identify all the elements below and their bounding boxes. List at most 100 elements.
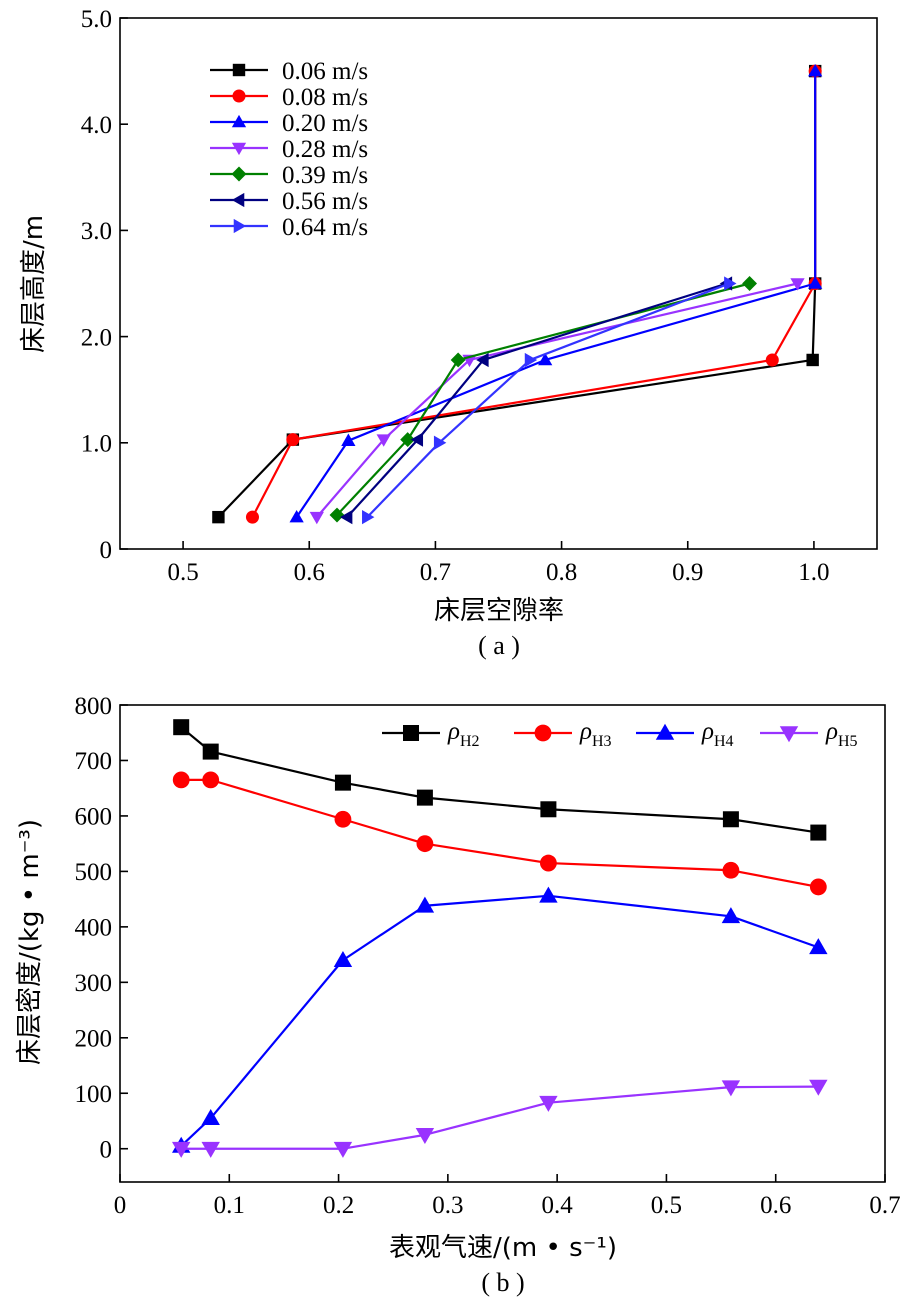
chart-b-point-h5	[172, 1141, 191, 1158]
chart-a-caption: ( a )	[478, 631, 520, 660]
chart-b-legend-label: ρH4	[701, 718, 734, 750]
chart-b-y-tick-label: 100	[75, 1081, 113, 1108]
chart-a-series-0-20-m-s	[289, 63, 823, 523]
chart-b: 0 0.1 0.2 0.3 0.4 0.5 0.6 0.7 0 100 200 300 400 500 6…	[15, 693, 901, 1297]
chart-a-plot-frame	[119, 17, 878, 550]
chart-a-legend-swatch-marker	[231, 142, 247, 156]
chart-a-legend-label: 0.28 m/s	[282, 136, 368, 163]
chart-a-point-0-64-m-s	[362, 510, 375, 525]
chart-b-point-h2	[334, 774, 351, 791]
chart-b-point-h2	[202, 743, 219, 760]
chart-a-point-0-20-m-s	[289, 510, 304, 523]
chart-b-point-h2	[810, 824, 827, 841]
chart-b-point-h4	[539, 886, 558, 903]
chart-a-legend-swatch-marker	[232, 63, 246, 77]
chart-a-legend: 0.06 m/s0.08 m/s0.20 m/s0.28 m/s0.39 m/s…	[210, 58, 368, 241]
chart-b-point-h4	[415, 896, 435, 913]
chart-a-y-tick-label: 2.0	[81, 324, 112, 351]
chart-a: 0.5 0.6 0.7 0.8 0.9 1.0 0 1.0 2.0 3.0 4.0 5.0 0.06…	[19, 6, 878, 660]
chart-a-point-0-56-m-s	[410, 432, 424, 447]
chart-b-legend-label-subscript: H4	[714, 733, 734, 750]
chart-a-point-0-06-m-s	[806, 353, 819, 367]
chart-a-point-0-28-m-s	[309, 511, 324, 525]
chart-a-point-0-39-m-s	[742, 276, 758, 291]
chart-a-x-tick-label: 0.6	[294, 559, 325, 586]
chart-a-point-0-28-m-s	[376, 434, 391, 447]
chart-b-caption: ( b )	[481, 1268, 524, 1297]
chart-b-y-axis-label: 床层密度/(kg • m⁻³)	[15, 819, 45, 1065]
chart-a-legend-label: 0.06 m/s	[282, 58, 368, 85]
chart-b-point-h5	[809, 1079, 828, 1096]
chart-a-point-0-39-m-s	[450, 352, 466, 368]
chart-a-legend-swatch-marker	[232, 89, 246, 103]
chart-a-legend-entry-0-64-m-s: 0.64 m/s	[210, 214, 368, 241]
chart-a-legend-entry-0-39-m-s: 0.39 m/s	[210, 162, 368, 189]
chart-b-legend-entry-h3: ρH3	[514, 718, 612, 750]
chart-b-legend-label: ρH2	[447, 718, 480, 750]
chart-a-point-0-20-m-s	[538, 352, 553, 366]
chart-a-point-0-39-m-s	[329, 507, 345, 523]
chart-a-x-tick-label: 0.8	[546, 559, 577, 586]
chart-a-legend-entry-0-56-m-s: 0.56 m/s	[210, 188, 368, 215]
chart-b-legend-swatch-marker	[655, 723, 675, 740]
chart-a-series-0-28-m-s	[309, 278, 805, 525]
chart-b-legend-label-subscript: H5	[838, 733, 858, 750]
chart-b-point-h4	[721, 907, 741, 924]
chart-a-legend-label: 0.08 m/s	[282, 84, 368, 111]
chart-a-line-0-64-m-s	[366, 282, 730, 518]
chart-b-y-tick-label: 800	[75, 693, 113, 720]
chart-b-legend-swatch-marker	[534, 724, 552, 742]
chart-b-x-tick-label: 0.2	[323, 1192, 354, 1219]
chart-b-x-tick-label: 0.3	[432, 1192, 463, 1219]
chart-b-series-h4	[172, 886, 828, 1153]
chart-b-x-tick-label: 0.5	[651, 1192, 682, 1219]
chart-a-point-0-39-m-s	[400, 432, 416, 448]
chart-b-point-h4	[201, 1109, 220, 1126]
chart-b-legend-label: ρH3	[579, 718, 612, 750]
chart-a-legend-label: 0.64 m/s	[282, 214, 368, 241]
chart-a-x-axis-label: 床层空隙率	[434, 596, 564, 626]
chart-b-line-h4	[180, 894, 819, 1147]
chart-b-y-tick-label: 700	[75, 748, 113, 775]
chart-a-legend-swatch-marker	[231, 114, 247, 128]
chart-a-line-0-39-m-s	[336, 282, 750, 516]
chart-a-point-0-56-m-s	[339, 510, 353, 525]
chart-a-y-tick-label: 0	[100, 537, 113, 564]
chart-b-series-h3	[172, 771, 827, 896]
chart-a-point-0-64-m-s	[724, 276, 737, 291]
chart-a-y-axis-label: 床层高度/m	[19, 215, 49, 353]
chart-a-legend-swatch-marker	[231, 192, 245, 208]
chart-b-point-h2	[540, 801, 557, 818]
chart-a-point-0-56-m-s	[476, 352, 489, 368]
chart-a-legend-swatch-marker	[233, 218, 247, 234]
chart-a-y-tick-label: 1.0	[81, 431, 112, 458]
chart-b-y-tick-label: 300	[75, 970, 113, 997]
chart-b-legend-label-subscript: H3	[592, 733, 612, 750]
chart-b-series-h5	[172, 1079, 828, 1158]
chart-b-legend-label: ρH5	[825, 718, 858, 750]
chart-b-point-h4	[809, 938, 828, 955]
chart-a-y-tick-label: 4.0	[81, 112, 112, 139]
chart-a-legend-swatch-marker	[231, 166, 247, 182]
chart-b-x-tick-label: 0	[114, 1192, 127, 1219]
chart-b-legend-swatch-marker	[403, 725, 419, 741]
chart-a-legend-label: 0.39 m/s	[282, 162, 368, 189]
chart-b-point-h3	[722, 861, 740, 879]
chart-b-point-h2	[173, 719, 190, 736]
chart-a-y-tick-label: 5.0	[81, 6, 112, 33]
chart-b-y-tick-label: 200	[75, 1026, 113, 1053]
chart-a-point-0-28-m-s	[790, 278, 805, 291]
chart-b-point-h3	[202, 771, 220, 789]
chart-b-legend: ρH2 ρH3 ρH4 ρH5	[382, 718, 858, 750]
chart-a-point-0-08-m-s	[286, 433, 300, 447]
chart-b-x-axis-label: 表观气速/(m • s⁻¹)	[389, 1233, 617, 1263]
chart-a-point-0-20-m-s	[808, 63, 823, 77]
chart-a-series-0-39-m-s	[329, 276, 758, 523]
chart-b-series-layer	[172, 719, 828, 1158]
chart-b-x-tick-label: 0.7	[869, 1192, 900, 1219]
chart-b-series-h2	[173, 719, 827, 841]
chart-b-legend-entry-h5: ρH5	[760, 718, 858, 750]
chart-a-legend-label: 0.56 m/s	[282, 188, 368, 215]
chart-b-legend-swatch-marker	[779, 726, 799, 743]
